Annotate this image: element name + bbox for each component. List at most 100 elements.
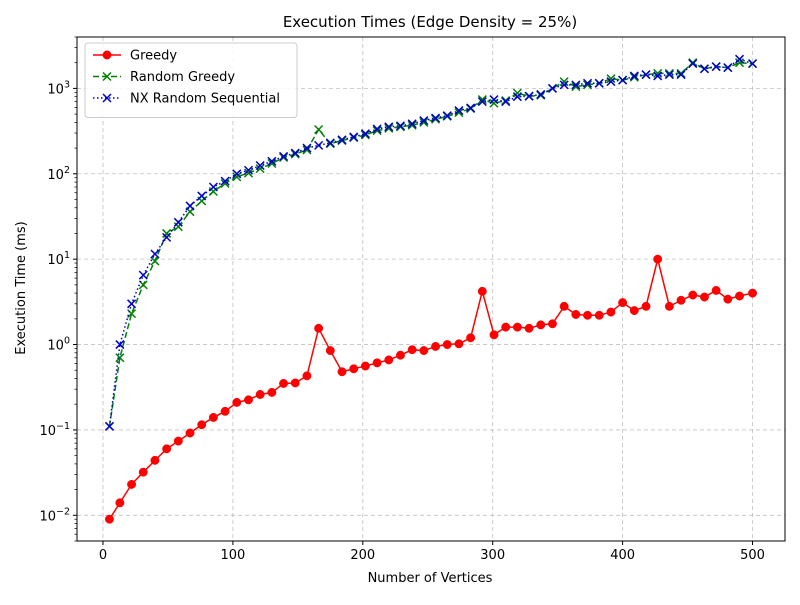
nx-random-sequential-point bbox=[208, 182, 218, 192]
nx-random-sequential-point bbox=[454, 106, 464, 116]
greedy-point bbox=[419, 346, 429, 356]
random-greedy-point bbox=[559, 77, 569, 87]
greedy-point bbox=[431, 341, 440, 351]
greedy-point bbox=[688, 290, 698, 300]
nx-random-sequential-point bbox=[267, 156, 277, 166]
nx-random-sequential-point bbox=[302, 143, 312, 153]
legend-label: NX Random Sequential bbox=[130, 92, 280, 107]
greedy-point bbox=[407, 345, 417, 355]
greedy-point bbox=[314, 323, 324, 333]
y-tick-label: 100 bbox=[47, 336, 70, 354]
ticks: 0 100 200 300 400 500 10−2 10−1 100 101 102 103 bbox=[39, 36, 765, 563]
nx-random-sequential-point bbox=[466, 103, 476, 113]
x-tick-label: 0 bbox=[99, 548, 107, 563]
nx-random-sequential-point bbox=[407, 119, 417, 129]
greedy-point bbox=[127, 479, 137, 489]
greedy-point bbox=[255, 390, 265, 399]
x-axis-title: Number of Vertices bbox=[368, 571, 493, 586]
greedy-point bbox=[138, 467, 148, 477]
greedy-point bbox=[618, 298, 628, 308]
greedy-point bbox=[267, 387, 277, 397]
random-greedy-point bbox=[512, 88, 522, 98]
greedy-point bbox=[583, 310, 592, 320]
x-tick-label: 500 bbox=[740, 548, 765, 563]
legend-item-random-greedy: Random Greedy bbox=[93, 70, 235, 85]
nx-random-sequential-point bbox=[349, 132, 359, 142]
x-tick-label: 100 bbox=[220, 548, 245, 563]
nx-random-sequential-point bbox=[232, 169, 242, 179]
greedy-point bbox=[279, 379, 289, 388]
greedy-point bbox=[244, 395, 253, 405]
greedy-point bbox=[337, 367, 347, 377]
greedy-point bbox=[571, 310, 581, 319]
greedy-point bbox=[664, 301, 674, 311]
nx-random-sequential-series bbox=[104, 54, 758, 431]
nx-random-sequential-point bbox=[594, 78, 604, 88]
random-greedy-point bbox=[735, 58, 745, 68]
greedy-point bbox=[653, 254, 663, 264]
plot-frame bbox=[76, 36, 786, 542]
nx-random-sequential-line bbox=[108, 58, 753, 427]
greedy-point bbox=[349, 364, 359, 374]
greedy-point bbox=[220, 406, 230, 416]
nx-random-sequential-point bbox=[747, 59, 758, 69]
nx-random-sequential-point bbox=[641, 70, 651, 80]
greedy-point bbox=[748, 288, 757, 298]
greedy-point bbox=[676, 295, 686, 305]
nx-random-sequential-point bbox=[372, 124, 382, 134]
random-greedy-point bbox=[232, 172, 242, 182]
greedy-point bbox=[524, 323, 534, 333]
legend-label: Greedy bbox=[130, 49, 177, 64]
nx-random-sequential-point bbox=[419, 116, 429, 126]
nx-random-sequential-point bbox=[653, 71, 663, 81]
nx-random-sequential-point bbox=[138, 270, 148, 280]
nx-random-sequential-point bbox=[442, 111, 452, 121]
random-greedy-point bbox=[220, 178, 230, 189]
nx-random-sequential-point bbox=[431, 113, 441, 123]
random-greedy-point bbox=[407, 120, 417, 130]
nx-random-sequential-point bbox=[688, 59, 698, 69]
greedy-point bbox=[360, 361, 370, 371]
greedy-point bbox=[477, 286, 487, 296]
greedy-point bbox=[372, 358, 382, 368]
greedy-point bbox=[232, 397, 242, 407]
nx-random-sequential-point bbox=[664, 70, 674, 80]
greedy-point bbox=[512, 322, 522, 332]
greedy-point bbox=[185, 428, 195, 438]
nx-random-sequential-point bbox=[547, 83, 557, 93]
legend-label: Random Greedy bbox=[130, 70, 235, 85]
nx-random-sequential-point bbox=[395, 121, 406, 131]
nx-random-sequential-point bbox=[173, 217, 183, 227]
series-layer bbox=[104, 54, 758, 524]
random-greedy-point bbox=[664, 68, 674, 78]
greedy-point bbox=[466, 333, 476, 343]
nx-random-sequential-point bbox=[559, 80, 569, 90]
greedy-point bbox=[290, 378, 300, 388]
nx-random-sequential-point bbox=[618, 75, 628, 85]
nx-random-sequential-point bbox=[629, 71, 639, 81]
nx-random-sequential-point bbox=[676, 70, 686, 80]
legend-item-nx-random-sequential: NX Random Sequential bbox=[93, 92, 280, 107]
greedy-point bbox=[442, 340, 452, 349]
legend-nx-random-sequential-point bbox=[102, 93, 112, 103]
nx-random-sequential-point bbox=[115, 340, 125, 350]
greedy-point bbox=[105, 514, 114, 524]
nx-random-sequential-point bbox=[711, 62, 721, 72]
random-greedy-point bbox=[302, 145, 312, 155]
greedy-point bbox=[723, 294, 733, 304]
greedy-point bbox=[700, 292, 709, 302]
nx-random-sequential-point bbox=[185, 201, 195, 211]
greedy-point bbox=[629, 306, 639, 316]
random-greedy-point bbox=[384, 123, 394, 133]
greedy-point bbox=[641, 301, 651, 311]
random-greedy-point bbox=[431, 114, 441, 124]
random-greedy-point bbox=[583, 80, 593, 90]
greedy-point bbox=[150, 455, 160, 465]
legend-item-greedy: Greedy bbox=[93, 49, 177, 64]
greedy-point bbox=[548, 319, 557, 329]
nx-random-sequential-point bbox=[150, 249, 160, 259]
nx-random-sequential-point bbox=[325, 138, 335, 148]
nx-random-sequential-point bbox=[279, 151, 289, 161]
greedy-point bbox=[489, 330, 499, 340]
